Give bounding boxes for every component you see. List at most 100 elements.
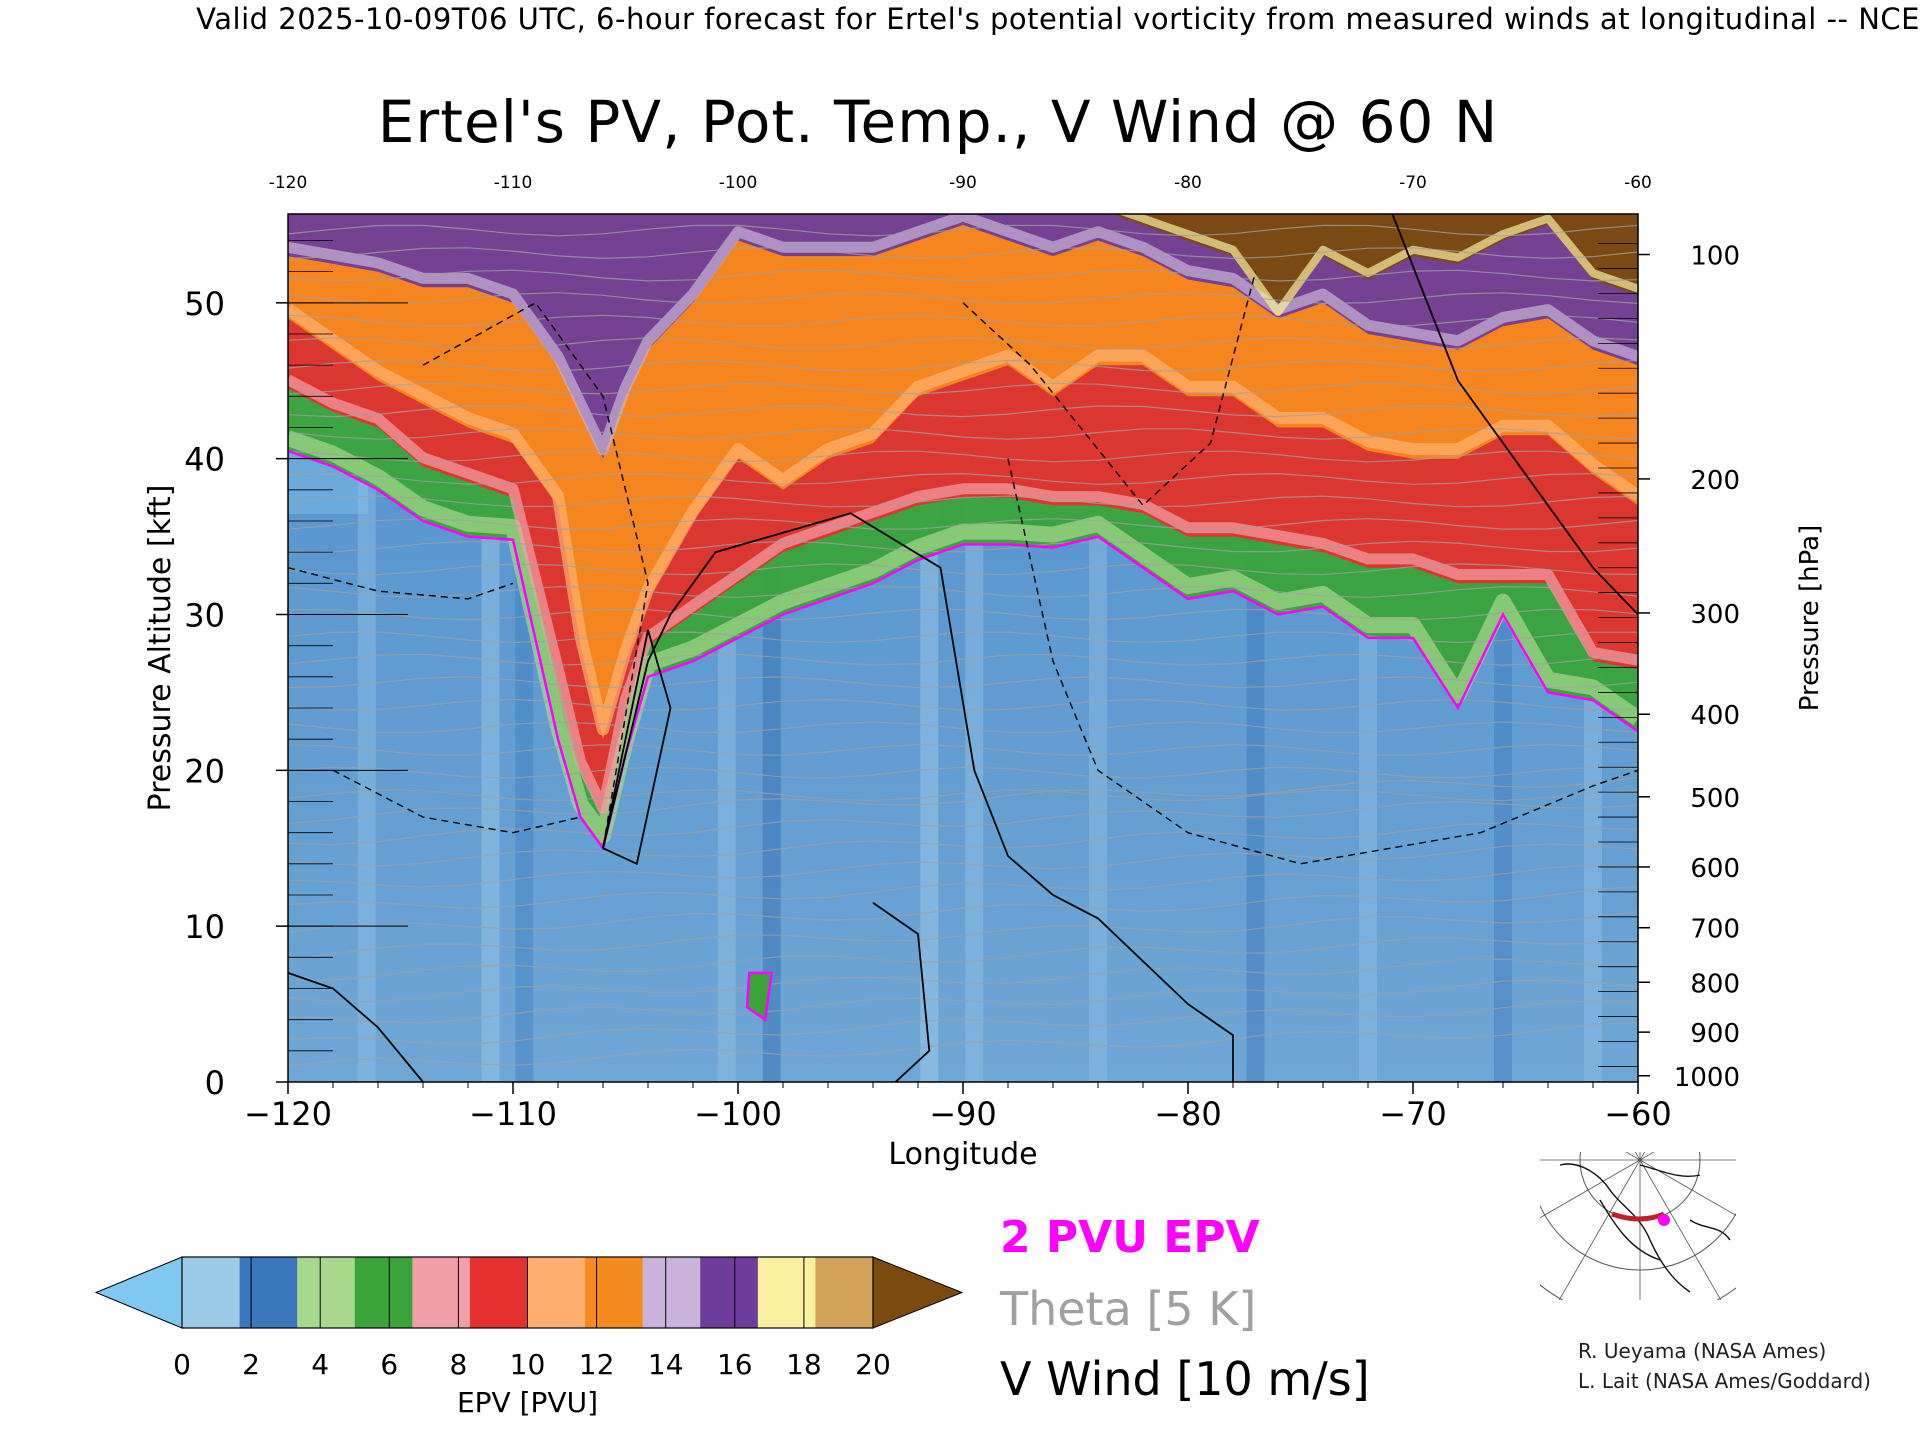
map-cross-section-line bbox=[1611, 1211, 1665, 1222]
x-tick-label: −60 bbox=[1604, 1095, 1672, 1133]
epv-band-edge bbox=[288, 430, 1638, 844]
pressure-tick-label: 1000 bbox=[1674, 1063, 1740, 1093]
theta-contour bbox=[288, 698, 1638, 711]
colorbar-tick-label: 14 bbox=[648, 1348, 684, 1381]
colorbar-under-arrow bbox=[94, 1256, 183, 1329]
map-meridian bbox=[1639, 1159, 1722, 1300]
theta-contour bbox=[288, 203, 1638, 214]
colorbar-swatch bbox=[700, 1257, 759, 1328]
theta-contour bbox=[288, 789, 1638, 802]
colorbar-swatch bbox=[354, 1257, 413, 1328]
pressure-tick-label: 500 bbox=[1690, 784, 1740, 814]
x-tick-label: −100 bbox=[694, 1095, 782, 1133]
theta-contour bbox=[288, 450, 1638, 463]
chart-title: Ertel's PV, Pot. Temp., V Wind @ 60 N bbox=[377, 88, 1499, 156]
colorbar-tick-label: 4 bbox=[311, 1348, 329, 1381]
x-tick-label: −90 bbox=[929, 1095, 997, 1133]
pressure-tick-label: 900 bbox=[1690, 1019, 1740, 1049]
colorbar-label: EPV [PVU] bbox=[457, 1386, 598, 1419]
colorbar-swatch bbox=[527, 1257, 586, 1328]
colorbar-tick-label: 18 bbox=[786, 1348, 822, 1381]
map-meridian bbox=[1639, 1159, 1736, 1216]
theta-contour bbox=[288, 359, 1638, 372]
x-top-tick-label: -60 bbox=[1624, 173, 1652, 193]
y-tick-label: 30 bbox=[184, 596, 225, 634]
v-wind-negative-contour bbox=[422, 301, 649, 849]
colorbar-swatch bbox=[642, 1257, 701, 1328]
plot-content bbox=[288, 203, 1638, 1082]
map-location-marker bbox=[1658, 1214, 1670, 1226]
x-top-tick-label: -120 bbox=[269, 173, 308, 193]
credits: R. Ueyama (NASA Ames) L. Lait (NASA Ames… bbox=[1578, 1336, 1871, 1396]
theta-contour bbox=[288, 631, 1638, 644]
theta-contour bbox=[288, 495, 1638, 508]
theta-contour bbox=[288, 776, 1638, 824]
y-tick-label: 0 bbox=[205, 1064, 225, 1102]
colorbar-swatch bbox=[469, 1257, 528, 1328]
x-top-tick-label: -110 bbox=[494, 173, 533, 193]
theta-contour bbox=[288, 885, 1638, 933]
y-axis-label: Pressure Altitude [kft] bbox=[143, 485, 178, 812]
theta-contour bbox=[288, 843, 1638, 888]
colorbar: 0 2 4 6 8 10 12 14 16 18 20 EPV [PVU] bbox=[94, 1256, 964, 1419]
pressure-axis-label: Pressure [hPa] bbox=[1795, 525, 1825, 712]
x-tick-label: −70 bbox=[1379, 1095, 1447, 1133]
theta-contour bbox=[288, 958, 1638, 1003]
epv-band-edge bbox=[288, 214, 1638, 456]
theta-contour bbox=[288, 766, 1638, 779]
theta-contour bbox=[288, 472, 1638, 485]
y-tick-label: 50 bbox=[184, 285, 225, 323]
pressure-tick-label: 200 bbox=[1690, 466, 1740, 496]
colorbar-tick-label: 12 bbox=[579, 1348, 615, 1381]
theta-contour bbox=[288, 801, 1638, 846]
x-top-tick-label: -100 bbox=[719, 173, 758, 193]
y-tick-label: 20 bbox=[184, 752, 225, 790]
theta-contour bbox=[288, 405, 1638, 418]
x-tick-label: −80 bbox=[1154, 1095, 1222, 1133]
colorbar-swatch bbox=[297, 1257, 356, 1328]
v-wind-negative-contour bbox=[332, 769, 581, 834]
pv2-contour-blob bbox=[745, 971, 774, 1022]
x-tick-label: −110 bbox=[469, 1095, 557, 1133]
locator-map-content bbox=[1540, 1152, 1736, 1300]
x-axis-label: Longitude bbox=[888, 1137, 1037, 1172]
axes: −120 -120 −110 -110 −100 -100 −90 -90 −80 -80 −70 -… bbox=[143, 173, 1825, 1172]
colorbar-tick-label: 0 bbox=[173, 1348, 191, 1381]
theta-contour bbox=[288, 1021, 1638, 1067]
pressure-tick-label: 100 bbox=[1690, 242, 1740, 272]
pressure-tick-label: 300 bbox=[1690, 600, 1740, 630]
colorbar-swatch bbox=[757, 1257, 816, 1328]
pressure-tick-label: 800 bbox=[1690, 969, 1740, 999]
theta-contour bbox=[288, 979, 1638, 1024]
credit-line-1: R. Ueyama (NASA Ames) bbox=[1578, 1339, 1827, 1363]
epv-band-edge bbox=[288, 374, 1638, 814]
v-wind-zero-contour-mid bbox=[872, 902, 931, 1082]
theta-contour bbox=[288, 247, 1638, 260]
theta-contour bbox=[288, 743, 1638, 756]
pressure-tick-label: 700 bbox=[1690, 915, 1740, 945]
colorbar-over-arrow bbox=[872, 1256, 964, 1329]
map-meridian bbox=[1540, 1159, 1641, 1219]
theta-contour bbox=[288, 269, 1638, 282]
theta-contour bbox=[288, 382, 1638, 395]
map-meridian bbox=[1558, 1159, 1641, 1300]
theta-contour bbox=[288, 428, 1638, 440]
plot-area bbox=[287, 203, 1639, 1083]
theta-contour bbox=[288, 292, 1638, 305]
theta-contour bbox=[288, 653, 1638, 666]
colorbar-swatch bbox=[412, 1257, 471, 1328]
epv-band-edge bbox=[1117, 214, 1638, 316]
header-text: Valid 2025-10-09T06 UTC, 6-hour forecast… bbox=[196, 2, 1920, 36]
theta-contour bbox=[288, 337, 1638, 350]
x-tick-label: −120 bbox=[244, 1095, 332, 1133]
theta-contour bbox=[288, 910, 1638, 960]
v-wind-zero-contour-west bbox=[288, 972, 424, 1082]
theta-contour bbox=[288, 585, 1638, 598]
v-wind-positive-contour bbox=[602, 629, 672, 866]
theta-contour bbox=[288, 676, 1638, 689]
locator-map-graphic bbox=[1540, 1152, 1736, 1300]
pressure-tick-label: 400 bbox=[1690, 701, 1740, 731]
pv2-contour bbox=[288, 449, 1638, 852]
legend-wind-label: V Wind [10 m/s] bbox=[1000, 1352, 1370, 1406]
